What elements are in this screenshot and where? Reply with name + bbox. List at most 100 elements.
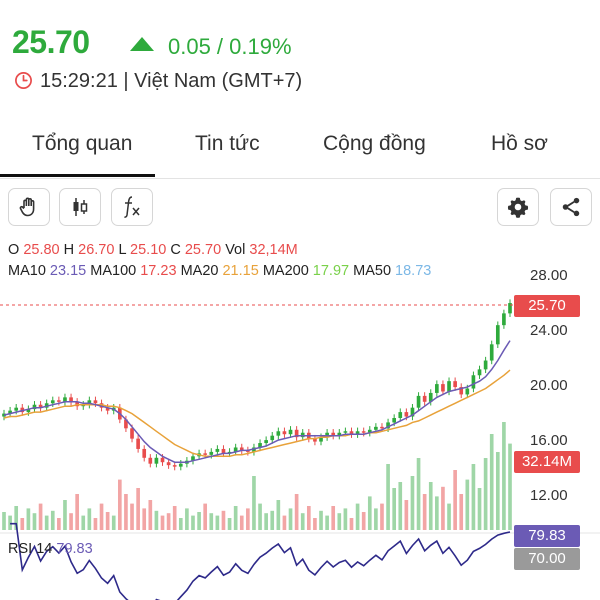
rsi-level-tag: 70.00 <box>514 548 580 570</box>
up-triangle-icon <box>130 37 154 51</box>
candle-body <box>453 381 457 388</box>
candle-body <box>319 437 323 442</box>
rsi-legend-value: 79.83 <box>56 541 93 557</box>
y-tick-label: 12.00 <box>530 487 568 504</box>
candle-body <box>361 431 366 433</box>
last-price-tag: 25.70 <box>514 295 580 317</box>
candle-body <box>160 457 165 463</box>
close-value: 25.70 <box>184 242 222 258</box>
hand-icon <box>19 197 35 217</box>
candle-body <box>410 407 415 417</box>
volume-bar <box>502 422 506 530</box>
share-button[interactable] <box>550 188 592 226</box>
y-tick-label: 24.00 <box>530 322 568 339</box>
volume-bar <box>118 479 122 530</box>
volume-bar <box>63 500 67 530</box>
volume-bar <box>221 510 226 530</box>
volume-bar <box>227 518 232 530</box>
candle-body <box>246 450 250 452</box>
volume-bar <box>111 515 116 530</box>
volume-bar <box>386 464 390 530</box>
candle-body <box>422 395 427 402</box>
volume-bar <box>258 503 262 530</box>
candle-body <box>392 418 396 423</box>
candle-body <box>26 409 31 413</box>
candle-body <box>495 325 500 345</box>
volume-bar <box>319 510 323 530</box>
rsi-legend: RSI 14 79.83 <box>8 541 93 557</box>
volume-bar <box>374 508 378 530</box>
candle-body <box>81 404 86 407</box>
ma50-value: 18.73 <box>395 263 432 279</box>
volume-bar <box>282 515 287 530</box>
high-value: 26.70 <box>78 242 115 258</box>
candle-body <box>105 407 110 411</box>
tab-news[interactable]: Tin tức <box>195 132 260 155</box>
y-tick-label: 20.00 <box>530 377 568 394</box>
candle-body <box>435 384 439 393</box>
volume-bar <box>288 508 293 530</box>
candle-body <box>57 400 61 402</box>
candle-body <box>32 404 37 410</box>
settings-button[interactable] <box>497 188 539 226</box>
rsi-label: RSI 14 <box>8 541 53 557</box>
volume-bar <box>87 508 92 530</box>
indicators-button[interactable] <box>111 188 153 226</box>
candle-body <box>349 431 354 435</box>
volume-bar <box>44 515 49 530</box>
candle-body <box>136 438 140 449</box>
volume-bar <box>428 482 433 530</box>
chart-type-button[interactable] <box>59 188 101 226</box>
candle-body <box>14 407 19 411</box>
volume-bar <box>325 515 329 530</box>
volume-bar <box>416 458 421 530</box>
volume-bar <box>410 476 415 530</box>
candle-body <box>404 412 409 417</box>
volume-bar <box>14 506 19 530</box>
volume-bar <box>459 494 464 530</box>
volume-bar <box>349 518 354 530</box>
quote-time: 15:29:21 | Việt Nam (GMT+7) <box>40 70 303 92</box>
tab-overview[interactable]: Tổng quan <box>32 132 133 155</box>
candle-body <box>428 392 433 402</box>
hand-tool-button[interactable] <box>8 188 50 226</box>
candle-body <box>398 412 403 418</box>
candle-body <box>489 344 494 361</box>
ma200-value: 17.97 <box>312 263 350 279</box>
ma100-value: 17.23 <box>140 263 177 279</box>
volume-bar <box>380 503 384 530</box>
candle-body <box>337 432 342 436</box>
price-change: 0.05 / 0.19% <box>168 34 292 59</box>
volume-bar <box>477 488 482 530</box>
rsi-line <box>10 522 511 600</box>
volume-bar <box>300 513 305 530</box>
volume-bar <box>495 452 500 530</box>
candle-body <box>325 432 329 438</box>
ma20-line <box>3 369 511 458</box>
y-tick-label: 28.00 <box>530 267 568 284</box>
tab-profile[interactable]: Hồ sơ <box>491 132 548 155</box>
candle-body <box>227 451 232 454</box>
candle-body <box>416 395 421 408</box>
candle-body <box>447 381 451 392</box>
candle-body <box>294 429 299 438</box>
last-price: 25.70 <box>12 24 90 60</box>
tab-community[interactable]: Cộng đồng <box>323 132 426 155</box>
volume-bar <box>197 512 201 530</box>
volume-bar <box>50 510 55 530</box>
candle-body <box>154 457 159 464</box>
volume-bar <box>172 506 177 530</box>
volume-bar <box>154 510 159 530</box>
volume-bar <box>392 488 396 530</box>
rsi-value-tag: 79.83 <box>514 525 580 547</box>
candle-body <box>367 429 372 433</box>
candle-body <box>258 443 262 448</box>
candlestick-icon <box>73 198 88 216</box>
active-tab-indicator <box>0 174 155 177</box>
volume-bar <box>239 515 244 530</box>
volume-bar <box>93 518 98 530</box>
volume-bars <box>2 422 512 530</box>
candle-body <box>8 410 12 414</box>
candle-body <box>313 438 317 442</box>
